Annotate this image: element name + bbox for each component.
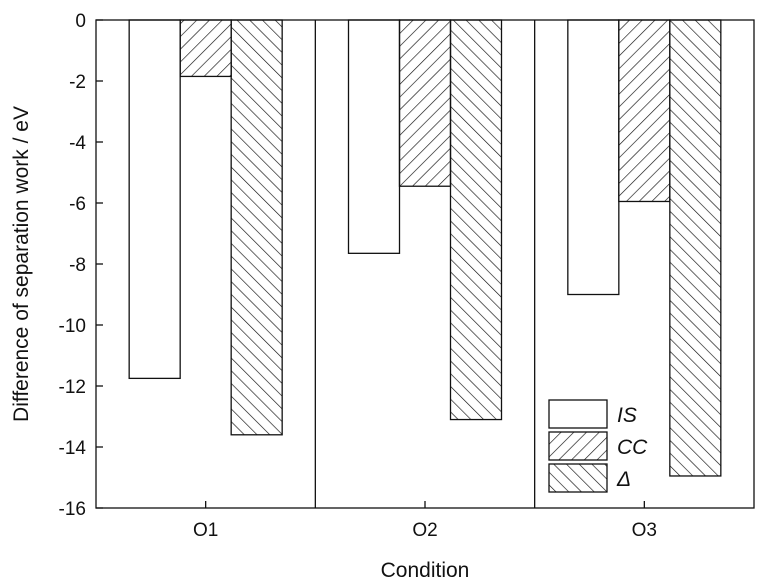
y-tick-label: -4	[69, 133, 86, 154]
bar-o3-1	[567, 19, 620, 296]
y-tick-label: -16	[59, 499, 86, 520]
x-tick-label: O2	[412, 520, 437, 541]
y-axis-title: Difference of separation work / eV	[10, 106, 33, 422]
y-axis-ticks: 0 -2 -4 -6 -8 -10 -12 -14 -16	[59, 11, 103, 520]
category-separators	[314, 20, 536, 508]
bar-o1-1	[128, 19, 181, 380]
bar-o1-3	[230, 19, 283, 436]
y-tick-label: -6	[69, 194, 86, 215]
legend-swatch	[548, 463, 608, 493]
y-tick-label: -12	[59, 377, 86, 398]
x-axis-ticks: O1 O2 O3	[193, 501, 657, 541]
legend-label: Δ	[616, 468, 631, 491]
bar-o3-2	[618, 19, 671, 203]
x-axis-title: Condition	[381, 559, 470, 582]
bar-o2-1	[347, 19, 401, 254]
legend-label: CC	[617, 436, 648, 459]
y-tick-label: -14	[59, 438, 87, 459]
x-tick-label: O3	[632, 520, 657, 541]
legend: IS CC Δ	[548, 399, 648, 493]
bar-o3-3	[669, 19, 722, 477]
bar-o2-3	[449, 19, 503, 421]
legend-label: IS	[617, 404, 637, 427]
y-tick-label: -2	[69, 72, 86, 93]
y-tick-label: 0	[75, 11, 86, 32]
y-tick-label: -8	[69, 255, 86, 276]
y-tick-label: -10	[59, 316, 86, 337]
x-tick-label: O1	[193, 520, 218, 541]
legend-swatch	[548, 399, 608, 429]
bar-o2-2	[398, 19, 452, 187]
bar-o1-2	[179, 19, 232, 78]
legend-swatch	[548, 431, 608, 461]
